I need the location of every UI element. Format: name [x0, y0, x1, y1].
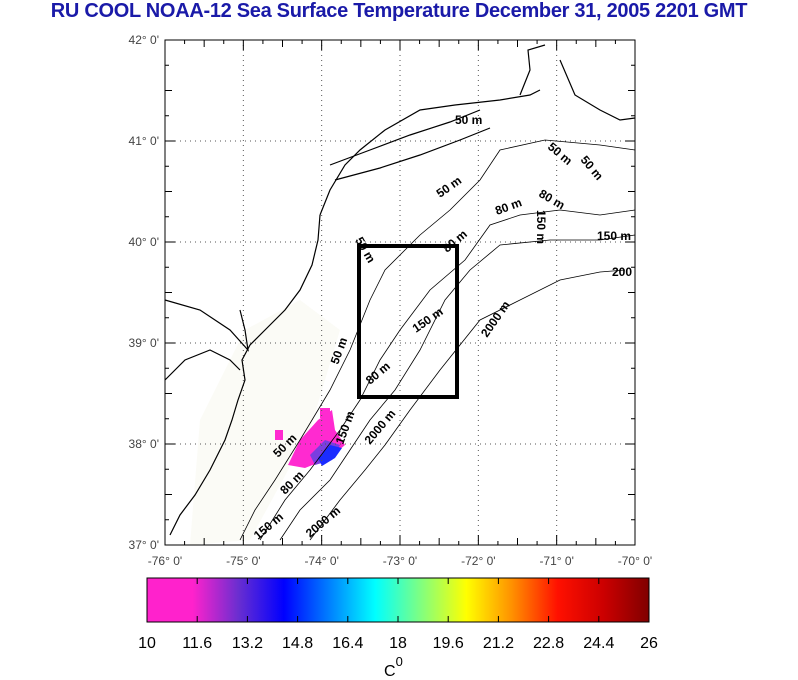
contour-label: 80 m: [493, 195, 523, 218]
contour-label: 200: [612, 265, 632, 279]
contour-label: 50 m: [578, 153, 606, 183]
colorbar-tick-label: 24.4: [583, 635, 614, 652]
colorbar-tick-label: 10: [138, 635, 156, 652]
lat-label: 40° 0': [129, 235, 159, 249]
contour-label: 150 m: [333, 409, 358, 446]
contour-label: 2000 m: [303, 503, 343, 540]
lon-label: -74° 0': [304, 554, 338, 568]
axis-ticks: [164, 39, 636, 546]
lat-label: 39° 0': [129, 336, 159, 350]
contour-label: 50 m: [352, 235, 378, 266]
lat-label: 38° 0': [129, 437, 159, 451]
map-title: RU COOL NOAA-12 Sea Surface Temperature …: [50, 0, 748, 22]
lon-label: -71° 0': [539, 554, 573, 568]
lat-label: 41° 0': [129, 134, 159, 148]
colorbar-ticks: 10 11.6 13.2 14.8 16.4 18 19.6 21.2 22.8 24.4 26: [138, 578, 658, 652]
colorbar-tick-label: 16.4: [332, 635, 363, 652]
bathymetry-contours: [239, 139, 636, 541]
lat-label: 37° 0': [129, 538, 159, 552]
colorbar-unit: C0: [384, 654, 403, 680]
study-area-box: [357, 244, 459, 399]
contour-label: 50 m: [434, 173, 464, 200]
colorbar-tick-label: 21.2: [483, 635, 514, 652]
contour-label: 50 m: [455, 113, 482, 127]
colorbar-tick-label: 26: [640, 635, 658, 652]
unit-label: C: [384, 663, 396, 680]
contour-label: 80 m: [440, 227, 470, 255]
colorbar-tick-label: 13.2: [232, 635, 263, 652]
lon-label: -72° 0': [461, 554, 495, 568]
colorbar-tick-label: 19.6: [433, 635, 464, 652]
contour-label: 80 m: [537, 186, 568, 212]
unit-superscript: 0: [396, 654, 403, 669]
contour-label: 150 m: [534, 210, 548, 244]
graticule: [165, 40, 635, 545]
lon-label: -75° 0': [226, 554, 260, 568]
colorbar-tick-label: 14.8: [282, 635, 313, 652]
lon-label: -70° 0': [618, 554, 652, 568]
contour-label: 50 m: [545, 140, 575, 168]
contour-label: 80 m: [363, 359, 393, 387]
contour-label: 2000 m: [478, 298, 513, 339]
colorbar-tick-label: 11.6: [182, 635, 212, 652]
coastline: [164, 44, 636, 536]
contour-label: 2000 m: [362, 407, 399, 447]
colorbar-tick-label: 22.8: [533, 635, 564, 652]
sst-coverage-area: [190, 300, 340, 545]
colorbar-tick-label: 18: [389, 635, 407, 652]
lon-label: -76° 0': [148, 554, 182, 568]
contour-label: 150 m: [410, 304, 446, 335]
lon-label: -73° 0': [383, 554, 417, 568]
contour-label: 150 m: [597, 229, 631, 243]
lat-label: 42° 0': [129, 33, 159, 47]
axis-labels: 42° 0' 41° 0' 40° 0' 39° 0' 38° 0' 37° 0' -76°…: [129, 33, 653, 568]
colorbar: [146, 577, 650, 623]
sst-data-patch: [275, 408, 345, 468]
